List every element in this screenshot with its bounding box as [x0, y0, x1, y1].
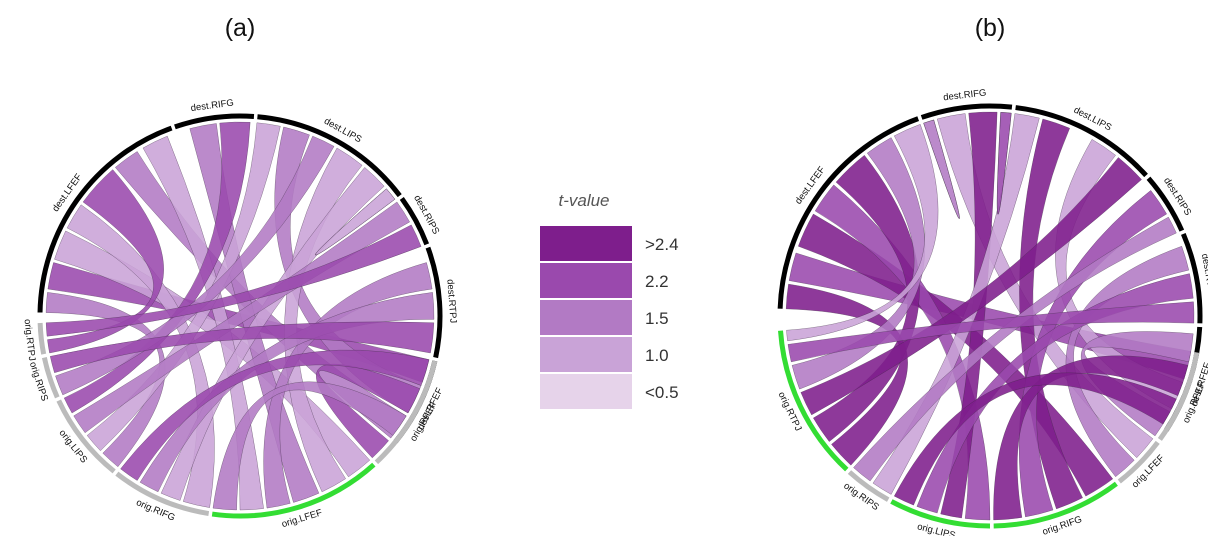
sector-arc-orig-lfef: [211, 462, 376, 519]
sector-arc-dest-rips: [1146, 176, 1185, 232]
panel-b-chords: [785, 111, 1195, 521]
legend-title: t-value: [558, 191, 609, 210]
sector-arc-orig-lips: [890, 499, 991, 529]
chord-b-15: [785, 283, 908, 466]
panel-a-sector-arcs: [37, 113, 443, 519]
legend-label-2: 1.5: [645, 309, 669, 328]
sector-label-orig-rtpj: orig.RTPJ: [776, 390, 804, 433]
sector-arc-orig-rips: [41, 357, 60, 399]
chord-b-20: [786, 123, 939, 342]
sector-arc-dest-rtpj: [425, 246, 443, 359]
chord-a-22: [315, 188, 396, 256]
chord-a-9: [212, 381, 407, 511]
chord-a-13: [120, 349, 430, 481]
sector-label-dest-rifg: dest.RIFG: [190, 98, 234, 115]
legend-swatch-0: [540, 226, 632, 261]
sector-label-dest-rips: dest.RIPS: [411, 193, 441, 236]
sector-label-dest-lips: dest.LIPS: [1072, 105, 1114, 134]
sector-label-dest-rips: dest.RIPS: [1161, 176, 1193, 218]
sector-arc-orig-lfef: [1117, 440, 1160, 484]
chord-diagram-panel-a: (a) dest.LFEFdest.RIFGdest.LIPSdest.RIPS…: [21, 14, 458, 530]
sector-arc-orig-lips: [56, 399, 116, 474]
legend-items: >2.4 2.2 1.5 1.0 <0.5: [540, 226, 679, 409]
legend-swatch-1: [540, 263, 632, 298]
sector-arc-dest-rifg: [920, 103, 1013, 120]
chord-b-11: [916, 273, 1194, 514]
panel-a-label: (a): [225, 14, 256, 42]
sector-arc-dest-lips: [1015, 105, 1148, 178]
sector-arc-orig-rfef: [374, 360, 438, 465]
legend-label-1: 2.2: [645, 272, 669, 291]
sector-label-orig-rfef: orig.RFEF: [1181, 381, 1208, 425]
chord-b-7: [1018, 190, 1168, 518]
chord-a-15: [86, 122, 281, 452]
chord-b-14: [853, 216, 1177, 482]
chord-b-4: [1065, 245, 1190, 478]
chord-a-20: [47, 169, 164, 354]
chord-b-21: [923, 119, 960, 219]
chord-b-8: [993, 355, 1189, 521]
legend-swatch-3: [540, 337, 632, 372]
sector-label-dest-rtpj: dest.RTPJ: [1199, 253, 1208, 299]
chord-b-12: [893, 372, 1177, 506]
sector-label-dest-rifg: dest.RIFG: [943, 88, 987, 104]
chord-diagram-panel-b: (b) dest.LFEFdest.RIFGdest.LIPSdest.RIPS…: [776, 14, 1208, 536]
chord-a-3: [316, 363, 421, 459]
sector-arc-orig-rtpj: [778, 330, 849, 472]
legend-swatch-4: [540, 374, 632, 409]
sector-arc-dest-rips: [399, 196, 430, 246]
chord-b-22: [996, 112, 1012, 215]
chord-a-11: [160, 167, 385, 501]
sector-label-dest-rtpj: dest.RTPJ: [444, 279, 458, 324]
panel-b-sector-arcs: [777, 103, 1203, 529]
chord-b-19: [787, 301, 1195, 363]
sector-label-orig-rips: orig.RIPS: [841, 480, 880, 513]
chord-a-19: [49, 321, 435, 374]
panel-b-label: (b): [975, 14, 1006, 42]
sector-arc-dest-lfef: [777, 116, 920, 309]
sector-arc-orig-rifg: [993, 481, 1118, 529]
sector-arc-dest-lips: [257, 114, 402, 198]
legend-label-4: <0.5: [645, 383, 679, 402]
panel-a-chords: [45, 121, 435, 511]
t-value-legend: t-value >2.4 2.2 1.5 1.0 <0.5: [540, 191, 679, 409]
legend-label-3: 1.0: [645, 346, 669, 365]
sector-arc-orig-rifg: [115, 471, 210, 517]
sector-arc-orig-rips: [847, 470, 890, 502]
sector-label-orig-lips: orig.LIPS: [57, 428, 90, 466]
sector-arc-orig-rfef: [1157, 352, 1200, 441]
sector-arc-dest-rtpj: [1181, 232, 1203, 324]
sector-label-orig-rtpj: orig.RTPJ: [21, 318, 37, 361]
sector-label-orig-lfef: orig.LFEF: [1130, 453, 1167, 491]
sector-label-dest-lips: dest.LIPS: [322, 116, 363, 146]
sector-arc-dest-rifg: [174, 113, 255, 130]
sector-arc-orig-rtpj: [37, 322, 47, 355]
sector-arc-dest-lfef: [37, 125, 173, 313]
legend-swatch-2: [540, 300, 632, 335]
legend-label-0: >2.4: [645, 235, 679, 254]
chord-a-21: [45, 224, 422, 337]
